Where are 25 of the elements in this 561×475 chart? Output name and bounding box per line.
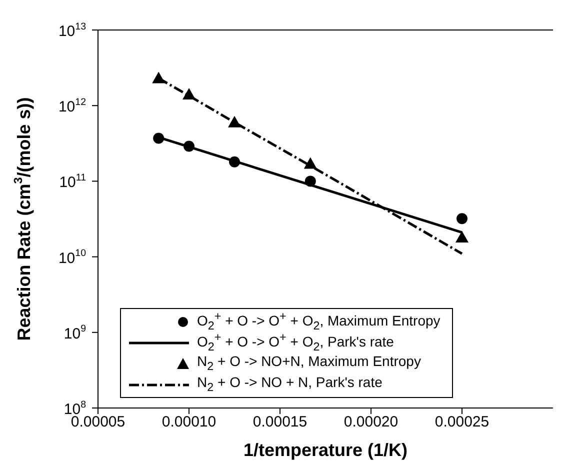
y-tick-label: 10$^{9}$ <box>64 324 86 342</box>
point <box>456 231 468 242</box>
y-tick-label: 10$^{12}$ <box>58 96 86 116</box>
point <box>182 88 196 100</box>
y-tick-label: 10$^{10}$ <box>58 248 87 267</box>
legend-label: N$_{2}$ + O -> NO + N, Park's rate <box>197 374 382 394</box>
legend-label: N$_{2}$ + O -> NO+N, Maximum Entropy <box>197 352 421 374</box>
x-tick-label: 0.00005 <box>70 414 126 431</box>
x-axis-title: 1/temperature (1/K) <box>243 440 408 460</box>
point <box>229 156 240 168</box>
x-tick-label: 0.00025 <box>434 414 490 431</box>
legend-label: O$_{2}$$^{+}$ + O -> O$^{+}$ + O$_{2}$, Maximum Entropy <box>197 310 440 332</box>
point <box>304 157 317 169</box>
x-tick-label: 0.00010 <box>162 414 216 431</box>
point <box>304 176 316 187</box>
point <box>184 140 194 152</box>
point <box>456 213 468 224</box>
x-tick-label: 0.00020 <box>344 414 398 431</box>
point <box>153 132 164 144</box>
y-tick-label: 10$^{13}$ <box>58 21 86 40</box>
x-tick-label: 0.00015 <box>252 414 308 431</box>
point <box>228 116 241 128</box>
legend-label: O$_{2}$$^{+}$ + O -> O$^{+}$ + O$_{2}$, Park's rate <box>197 330 394 354</box>
y-tick-label: 10$^{11}$ <box>59 172 86 192</box>
point <box>152 72 166 84</box>
